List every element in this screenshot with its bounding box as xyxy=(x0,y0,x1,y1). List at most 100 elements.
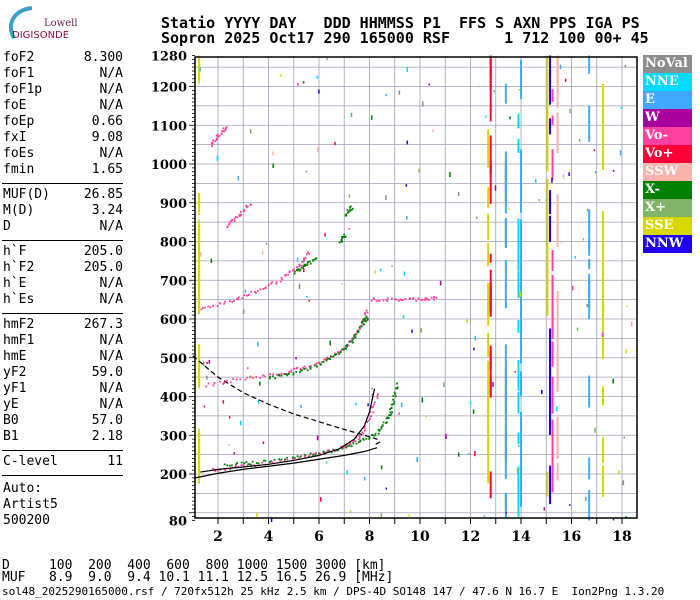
trace-point-x xyxy=(274,377,276,380)
trace-point-x xyxy=(316,365,318,368)
noise-point xyxy=(478,85,481,88)
trace-point-vo xyxy=(295,367,298,370)
trace-point-x xyxy=(385,417,388,420)
noise-point xyxy=(385,94,387,97)
trace-point-vo xyxy=(349,442,352,445)
noise-point xyxy=(233,452,235,455)
trace-point-vo xyxy=(352,440,355,443)
y-tick-label: 300 xyxy=(160,429,187,444)
trace-point-vo xyxy=(201,307,204,309)
trace-point-vo xyxy=(400,299,403,302)
trace-point-vo xyxy=(217,136,219,138)
trace-point-vo xyxy=(279,280,282,283)
trace-point-x xyxy=(342,235,345,238)
param-value: 57.0 xyxy=(91,413,123,428)
trace-point-vo xyxy=(216,133,219,136)
param-row-he: h`E N/A xyxy=(3,276,123,292)
trace-point-vo xyxy=(309,453,312,456)
noise-point xyxy=(316,435,319,441)
trace-point-x xyxy=(280,458,283,461)
trace-point-vo xyxy=(279,459,282,462)
trace-point-x xyxy=(228,464,231,467)
trace-point-x xyxy=(284,458,286,461)
trace-point-x xyxy=(362,437,364,440)
trace-point-vo xyxy=(286,458,289,461)
trace-point-vo xyxy=(219,302,221,305)
noise-point xyxy=(324,232,326,237)
param-label: foF1p xyxy=(3,82,43,97)
trace-point-x xyxy=(338,241,341,244)
param-row-b1: B1 2.18 xyxy=(3,429,123,445)
trace-point-vo xyxy=(318,361,320,364)
noise-point xyxy=(443,382,445,388)
trace-point-vo xyxy=(243,294,246,297)
trace-point-x xyxy=(347,211,349,214)
noise-point xyxy=(244,289,247,293)
trace-point-x xyxy=(392,394,395,397)
noise-point xyxy=(416,456,418,462)
param-row-fof1: foF1 N/A xyxy=(3,66,123,82)
trace-point-vo xyxy=(283,459,286,462)
trace-point-x xyxy=(343,233,346,236)
trace-point-vo xyxy=(361,319,364,322)
noise-point xyxy=(317,147,319,152)
trace-point-x xyxy=(384,422,387,424)
trace-point-x xyxy=(389,408,391,411)
trace-point-vo xyxy=(377,299,380,302)
param-value: N/A xyxy=(99,98,123,113)
trace-point-x xyxy=(358,326,361,329)
trace-point-vo xyxy=(233,217,236,220)
trace-point-vo xyxy=(226,225,229,228)
trace-point-x xyxy=(301,266,304,269)
trace-point-vo xyxy=(234,216,237,219)
trace-point-vo xyxy=(212,384,215,387)
legend-item-noval: NoVal xyxy=(643,55,692,73)
logo-text-lowell: Lowell xyxy=(44,18,78,29)
param-value: 1.65 xyxy=(91,162,123,177)
trace-point-vo xyxy=(373,401,376,404)
trace-point-x xyxy=(288,372,290,375)
trace-point-x xyxy=(338,352,341,354)
trace-point-vo xyxy=(239,378,242,381)
trace-point-x xyxy=(298,371,301,374)
noise-point xyxy=(508,207,510,210)
trace-point-x xyxy=(307,261,309,263)
trace-point-vo xyxy=(375,300,378,302)
trace-point-x xyxy=(394,392,397,395)
noise-point xyxy=(626,305,628,308)
noise-point xyxy=(385,487,388,490)
trace-point-vo xyxy=(428,298,431,301)
noise-point xyxy=(625,516,627,519)
trace-point-vo xyxy=(223,381,226,384)
trace-point-vo xyxy=(305,253,308,256)
trace-point-x xyxy=(278,458,281,461)
trace-point-x xyxy=(390,407,393,410)
trace-point-x xyxy=(341,348,343,351)
trace-point-vo xyxy=(412,297,415,300)
trace-point-vo xyxy=(370,299,373,302)
trace-point-x xyxy=(339,351,342,354)
noise-point xyxy=(199,67,201,72)
trace-point-x xyxy=(386,421,388,424)
trace-point-vo xyxy=(256,290,259,292)
trace-point-vo xyxy=(298,265,301,268)
trace-point-x xyxy=(353,335,356,337)
trace-point-x xyxy=(243,462,246,465)
noise-point xyxy=(319,497,322,502)
trace-point-x xyxy=(251,460,254,463)
noise-point xyxy=(329,340,331,346)
noise-point xyxy=(259,381,261,386)
trace-point-x xyxy=(350,445,353,448)
trace-point-x xyxy=(262,459,265,462)
y-tick-label: 700 xyxy=(160,274,187,289)
noise-point xyxy=(363,476,366,481)
x-tick-label: 2 xyxy=(213,529,223,545)
trace-point-x xyxy=(346,343,348,346)
trace-point-vo xyxy=(372,411,375,414)
trace-point-vo xyxy=(424,297,427,300)
noise-point xyxy=(348,194,351,198)
trace-point-vo xyxy=(267,284,270,287)
param-label: foF1 xyxy=(3,66,35,81)
noise-point xyxy=(346,470,348,475)
noise-point xyxy=(355,402,357,406)
